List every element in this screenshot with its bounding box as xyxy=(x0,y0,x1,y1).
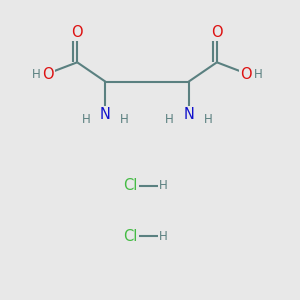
Text: H: H xyxy=(254,68,263,81)
Text: O: O xyxy=(211,25,223,40)
Text: H: H xyxy=(159,179,168,192)
Text: Cl: Cl xyxy=(124,229,138,244)
Text: N: N xyxy=(183,107,194,122)
Text: H: H xyxy=(32,68,41,81)
Text: Cl: Cl xyxy=(124,178,138,193)
Text: H: H xyxy=(120,113,129,126)
Text: H: H xyxy=(159,230,168,243)
Text: H: H xyxy=(165,113,174,126)
Text: N: N xyxy=(100,107,111,122)
Text: O: O xyxy=(71,25,83,40)
Text: H: H xyxy=(204,113,212,126)
Text: O: O xyxy=(43,67,54,82)
Text: O: O xyxy=(240,67,251,82)
Text: H: H xyxy=(82,113,91,126)
